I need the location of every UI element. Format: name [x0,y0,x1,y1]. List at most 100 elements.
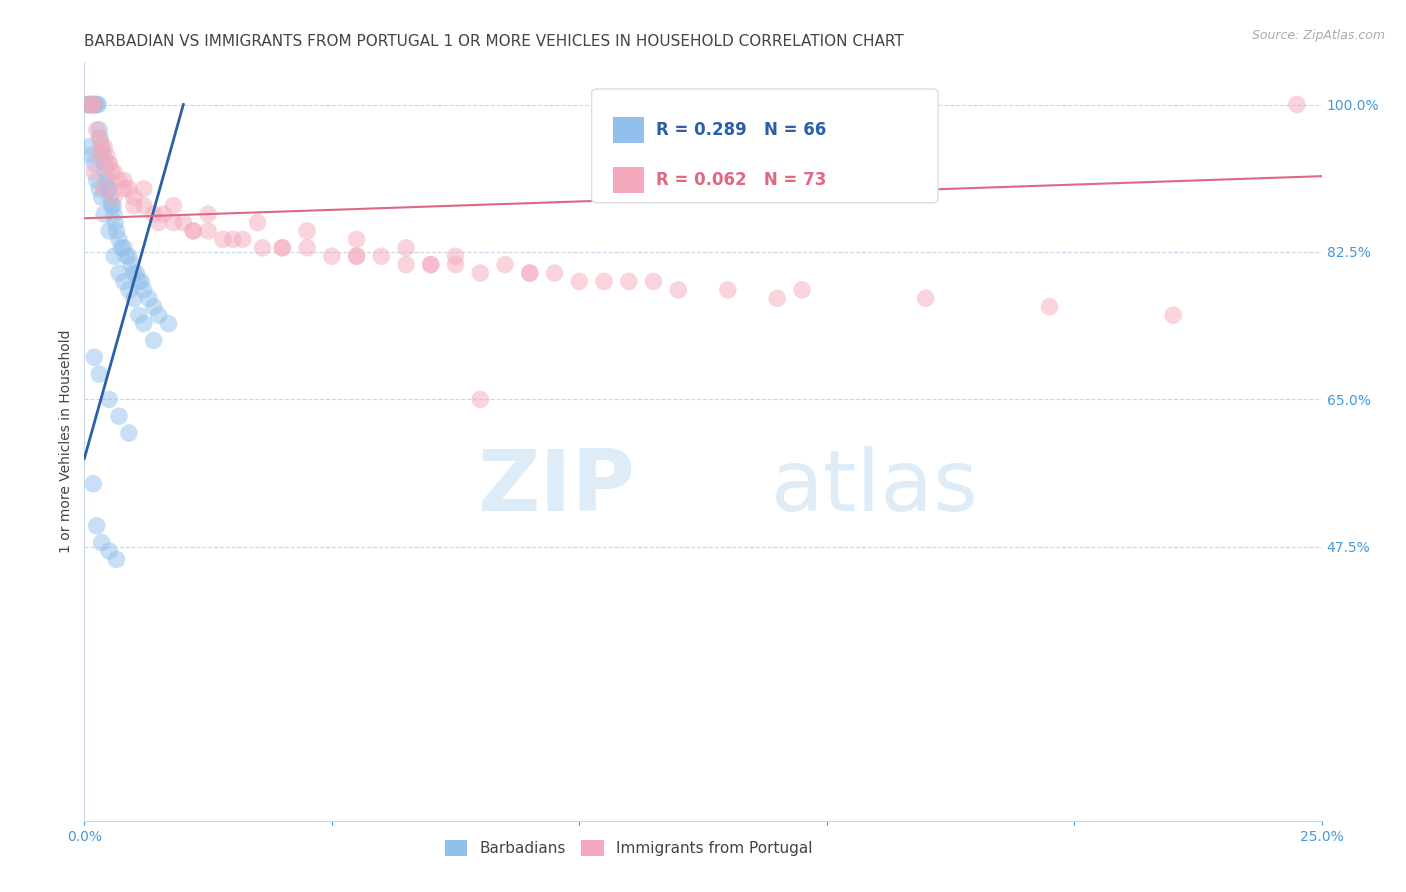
Point [93,207,115,221]
Point [122,199,145,213]
Point [142,207,165,221]
Point [84,97,107,112]
Point [98,156,121,170]
Point [519,266,541,280]
Point [132,199,155,213]
Point [83,97,105,112]
Point [865,165,887,179]
Point [77,97,100,112]
Point [125,266,148,280]
Point [568,275,591,289]
Point [86,97,108,112]
Point [103,249,125,263]
Point [110,241,132,255]
Point [129,275,152,289]
Point [120,258,142,272]
Point [79,97,101,112]
Point [79,97,101,112]
Point [197,224,219,238]
Point [666,283,689,297]
Point [98,224,121,238]
Point [142,300,165,314]
Point [108,173,131,187]
Point [80,97,103,112]
Point [1161,308,1184,322]
Point [90,139,112,153]
Point [181,224,204,238]
Point [122,266,145,280]
Point [98,156,121,170]
Point [138,291,160,305]
Point [112,173,135,187]
Point [100,199,122,213]
Point [543,266,565,280]
Point [79,139,101,153]
Point [103,207,125,221]
Point [152,207,174,221]
Point [83,351,105,365]
Point [112,241,135,255]
Point [470,392,492,407]
Point [83,156,105,170]
Point [295,241,318,255]
Point [212,232,235,246]
Point [101,199,124,213]
Point [444,249,467,263]
Point [1038,300,1060,314]
Point [80,97,103,112]
Point [222,232,245,246]
Point [83,165,105,179]
Point [419,258,441,272]
Point [252,241,274,255]
Point [766,291,789,305]
Point [271,241,294,255]
Point [197,207,219,221]
Point [105,552,128,566]
Point [105,224,128,238]
Point [108,409,131,424]
Point [93,182,115,196]
Point [103,165,125,179]
Point [89,182,111,196]
Point [346,249,368,263]
Point [122,291,145,305]
Point [395,258,418,272]
Point [717,283,740,297]
Text: R = 0.289   N = 66: R = 0.289 N = 66 [657,121,827,139]
Point [617,275,640,289]
Point [89,131,111,145]
Point [96,148,118,162]
Point [89,131,111,145]
Point [108,232,131,246]
Point [914,291,936,305]
Bar [613,167,644,193]
Point [93,156,115,170]
Point [97,182,120,196]
Point [346,249,368,263]
Point [444,258,467,272]
Point [93,139,115,153]
Point [494,258,516,272]
Point [86,123,108,137]
Point [157,317,180,331]
Point [87,97,110,112]
Point [98,190,121,204]
Point [118,426,141,441]
Point [172,215,194,229]
Point [90,535,112,549]
Point [82,97,104,112]
Point [321,249,343,263]
Point [1285,97,1308,112]
Point [94,165,117,179]
Point [295,224,318,238]
Point [519,266,541,280]
Point [86,173,108,187]
Point [103,190,125,204]
Y-axis label: 1 or more Vehicles in Household: 1 or more Vehicles in Household [59,330,73,553]
Legend: Barbadians, Immigrants from Portugal: Barbadians, Immigrants from Portugal [439,834,820,863]
Point [142,334,165,348]
FancyBboxPatch shape [592,89,938,202]
Point [470,266,492,280]
Point [132,283,155,297]
Point [271,241,294,255]
